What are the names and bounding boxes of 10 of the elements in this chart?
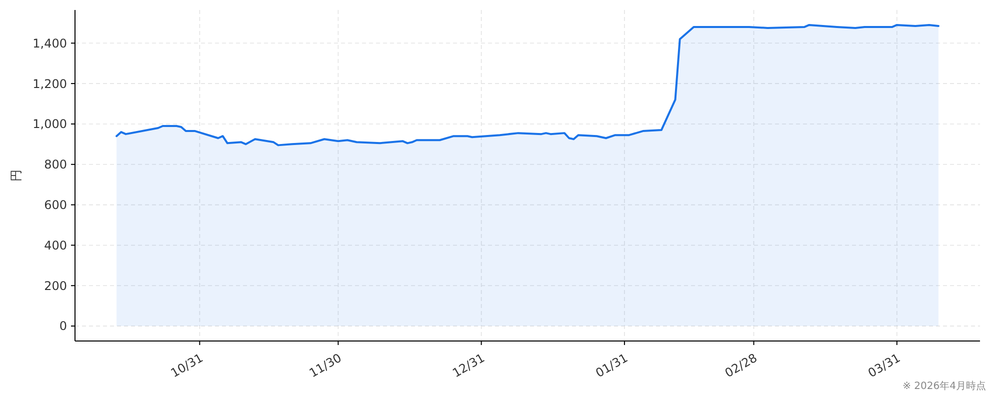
y-tick-label: 400 [44, 238, 67, 252]
y-axis-title: 円 [9, 170, 23, 182]
y-tick-label: 0 [59, 319, 67, 334]
y-tick-label: 200 [44, 278, 67, 293]
y-tick-label: 1,400 [32, 36, 67, 50]
y-tick-label: 600 [44, 198, 67, 212]
y-tick-label: 800 [44, 158, 67, 172]
y-tick-label: 1,200 [32, 76, 67, 91]
y-tick-label: 1,000 [32, 117, 67, 132]
text: ※ 2026年4月時点 [902, 380, 986, 392]
